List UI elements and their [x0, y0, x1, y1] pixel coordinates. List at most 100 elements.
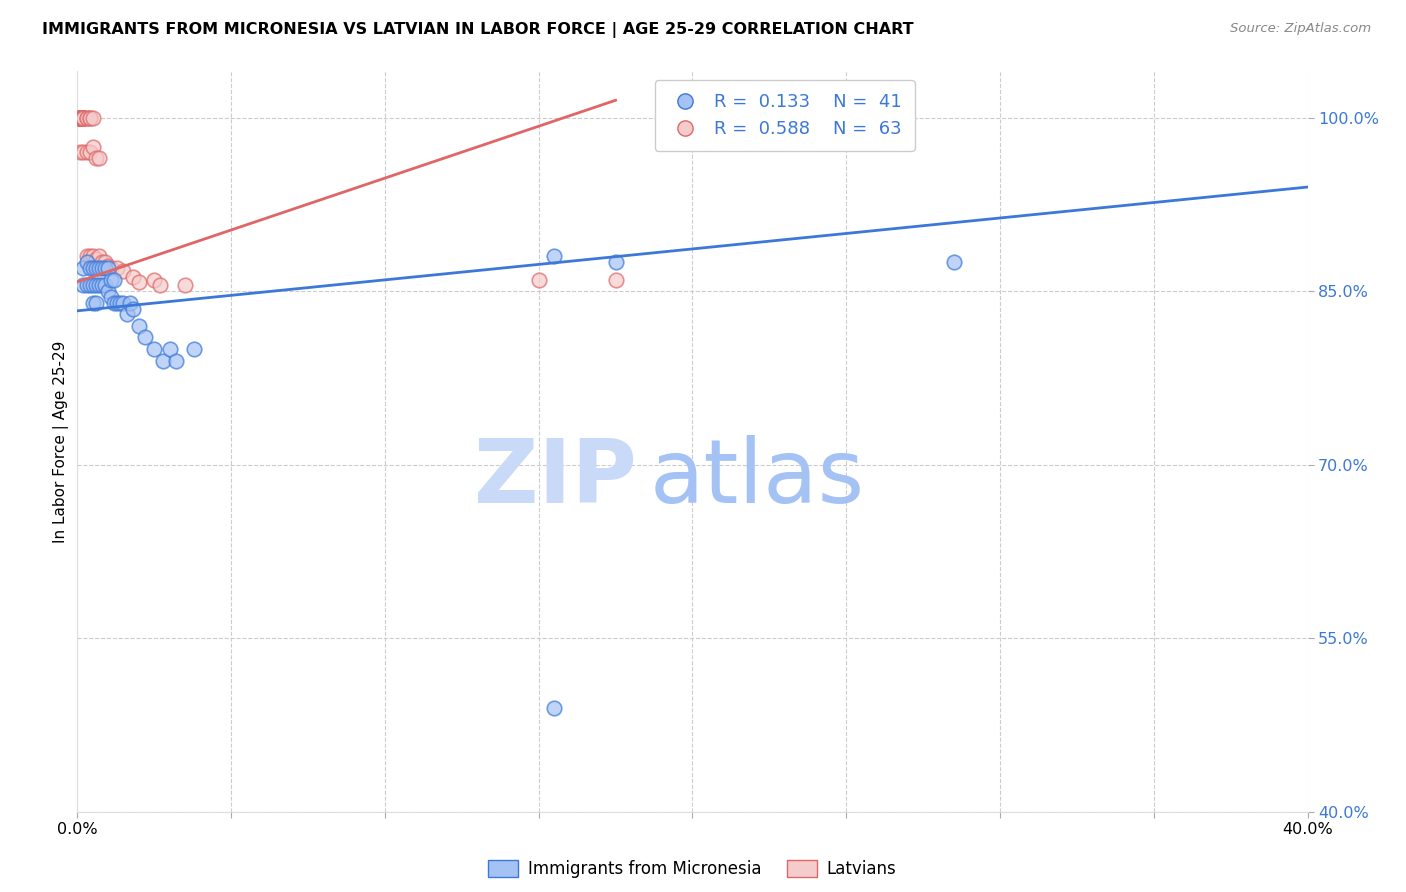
- Point: [100, 272, 122, 286]
- Point: [69, 111, 91, 125]
- Point: [79, 111, 101, 125]
- Point: [84, 278, 107, 293]
- Point: [69, 111, 91, 125]
- Point: [121, 270, 143, 285]
- Point: [87, 151, 110, 165]
- Point: [143, 342, 166, 356]
- Point: [69, 111, 91, 125]
- Point: [128, 318, 150, 333]
- Point: [84, 151, 107, 165]
- Legend: Immigrants from Micronesia, Latvians: Immigrants from Micronesia, Latvians: [482, 854, 903, 885]
- Point: [69, 111, 91, 125]
- Point: [103, 295, 125, 310]
- Point: [69, 111, 91, 125]
- Point: [72, 278, 94, 293]
- Point: [69, 145, 91, 160]
- Text: atlas: atlas: [650, 435, 865, 522]
- Point: [87, 278, 110, 293]
- Point: [72, 111, 94, 125]
- Point: [69, 111, 91, 125]
- Point: [72, 111, 94, 125]
- Point: [72, 111, 94, 125]
- Point: [159, 342, 181, 356]
- Point: [90, 255, 114, 269]
- Point: [82, 295, 104, 310]
- Point: [112, 264, 135, 278]
- Point: [152, 353, 174, 368]
- Point: [174, 278, 197, 293]
- Point: [79, 145, 101, 160]
- Point: [115, 307, 138, 321]
- Point: [76, 278, 98, 293]
- Point: [84, 260, 107, 275]
- Point: [76, 145, 98, 160]
- Point: [84, 295, 107, 310]
- Point: [72, 111, 94, 125]
- Point: [69, 111, 91, 125]
- Point: [87, 250, 110, 264]
- Point: [76, 111, 98, 125]
- Point: [72, 111, 94, 125]
- Point: [79, 278, 101, 293]
- Point: [72, 145, 94, 160]
- Point: [82, 278, 104, 293]
- Text: IMMIGRANTS FROM MICRONESIA VS LATVIAN IN LABOR FORCE | AGE 25-29 CORRELATION CHA: IMMIGRANTS FROM MICRONESIA VS LATVIAN IN…: [42, 22, 914, 38]
- Point: [69, 111, 91, 125]
- Point: [72, 111, 94, 125]
- Point: [76, 111, 98, 125]
- Point: [94, 255, 117, 269]
- Point: [69, 111, 91, 125]
- Point: [103, 272, 125, 286]
- Point: [69, 111, 91, 125]
- Point: [134, 330, 156, 344]
- Point: [82, 250, 104, 264]
- Point: [100, 260, 122, 275]
- Point: [90, 260, 114, 275]
- Point: [527, 272, 550, 286]
- Point: [82, 260, 104, 275]
- Point: [143, 272, 166, 286]
- Point: [543, 250, 565, 264]
- Point: [183, 342, 205, 356]
- Point: [84, 252, 107, 266]
- Point: [82, 139, 104, 153]
- Point: [72, 111, 94, 125]
- Point: [118, 295, 141, 310]
- Point: [605, 272, 627, 286]
- Point: [69, 111, 91, 125]
- Point: [543, 700, 565, 714]
- Point: [69, 111, 91, 125]
- Point: [94, 278, 117, 293]
- Point: [94, 260, 117, 275]
- Point: [72, 260, 94, 275]
- Point: [79, 111, 101, 125]
- Point: [72, 111, 94, 125]
- Point: [72, 111, 94, 125]
- Point: [105, 295, 128, 310]
- Point: [69, 111, 91, 125]
- Point: [605, 255, 627, 269]
- Point: [76, 250, 98, 264]
- Point: [69, 111, 91, 125]
- Point: [121, 301, 143, 316]
- Point: [942, 255, 965, 269]
- Point: [165, 353, 187, 368]
- Point: [79, 250, 101, 264]
- Point: [90, 278, 114, 293]
- Text: ZIP: ZIP: [474, 435, 637, 522]
- Point: [110, 295, 132, 310]
- Point: [149, 278, 172, 293]
- Point: [69, 111, 91, 125]
- Y-axis label: In Labor Force | Age 25-29: In Labor Force | Age 25-29: [53, 341, 69, 542]
- Point: [87, 260, 110, 275]
- Point: [97, 260, 120, 275]
- Point: [69, 111, 91, 125]
- Point: [76, 255, 98, 269]
- Point: [69, 111, 91, 125]
- Point: [128, 275, 150, 289]
- Point: [69, 111, 91, 125]
- Text: Source: ZipAtlas.com: Source: ZipAtlas.com: [1230, 22, 1371, 36]
- Point: [69, 111, 91, 125]
- Point: [105, 260, 128, 275]
- Point: [69, 111, 91, 125]
